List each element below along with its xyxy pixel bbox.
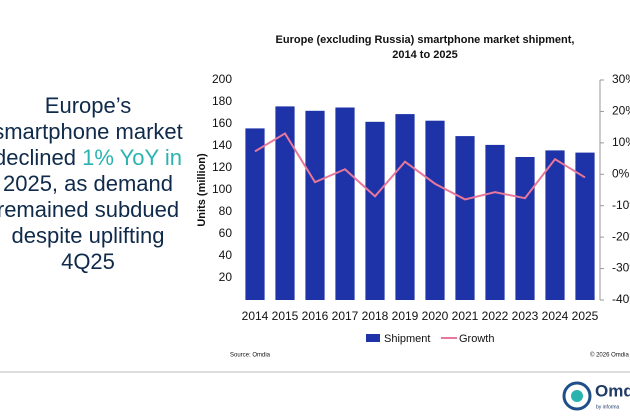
x-tick-label: 2019 — [392, 309, 419, 323]
x-tick-label: 2014 — [242, 309, 269, 323]
legend-label: Growth — [459, 333, 494, 345]
y2-tick-label: -10% — [612, 198, 630, 212]
logo-icon-core — [571, 390, 583, 402]
y2-tick-label: 20% — [612, 104, 630, 118]
y-tick-label: 20 — [219, 270, 233, 284]
x-tick-label: 2022 — [482, 309, 509, 323]
growth-line — [254, 132, 586, 201]
bar — [575, 152, 595, 300]
bar — [365, 121, 385, 300]
bar — [245, 128, 265, 300]
y-tick-label: 80 — [219, 204, 233, 218]
bar — [275, 106, 295, 301]
y2-tick-label: 10% — [612, 135, 630, 149]
x-tick-label: 2024 — [542, 309, 569, 323]
logo-icon — [562, 381, 592, 411]
logo-name: Omdia — [595, 381, 630, 400]
headline-line: 2025, as demand — [2, 171, 174, 196]
x-tick-label: 2015 — [272, 309, 299, 323]
headline-line: declined — [0, 145, 83, 170]
bar — [335, 107, 355, 300]
y2-tick-label: 30% — [612, 72, 630, 86]
bar — [305, 110, 325, 300]
source: Source: Omdia — [230, 353, 271, 359]
x-tick-label: 2016 — [302, 309, 329, 323]
y-tick-label: 120 — [212, 160, 232, 174]
bar — [455, 136, 475, 300]
copyright: © 2026 Omdia — [590, 352, 629, 359]
bar — [485, 144, 505, 300]
y-tick-label: 100 — [212, 182, 232, 196]
headline-line: Europe’s — [44, 93, 132, 118]
chart-subtitle: 2014 to 2025 — [392, 49, 457, 61]
y2-tick-label: -20% — [612, 229, 630, 243]
x-tick-label: 2023 — [512, 309, 539, 323]
headline-line: smartphone market — [0, 119, 183, 144]
y-tick-label: 160 — [212, 116, 232, 130]
headline: Europe’s smartphone market declined 1% Y… — [0, 93, 216, 275]
x-tick-label: 2017 — [332, 309, 359, 323]
bar — [515, 157, 535, 300]
legend-swatch — [366, 334, 380, 342]
x-tick-label: 2021 — [452, 309, 479, 323]
x-tick-label: 2018 — [362, 309, 389, 323]
y-tick-label: 40 — [219, 248, 233, 262]
y2-tick-label: -30% — [612, 261, 630, 275]
x-tick-label: 2020 — [422, 309, 449, 323]
y2-tick-label: 0% — [612, 166, 630, 180]
x-tick-label: 2025 — [572, 309, 599, 323]
y-axis-title: Units (million) — [196, 153, 208, 227]
y-tick-label: 140 — [212, 138, 232, 152]
bar — [425, 120, 445, 300]
y-tick-label: 180 — [212, 94, 232, 108]
bar — [545, 150, 565, 300]
y2-tick-label: -40% — [612, 292, 630, 306]
headline-line: despite uplifting — [11, 223, 165, 248]
bar — [395, 114, 415, 300]
y-tick-label: 200 — [212, 72, 232, 86]
y-tick-label: 60 — [219, 226, 233, 240]
logo-tagline: by informa — [596, 404, 620, 410]
chart-title: Europe (excluding Russia) smartphone mar… — [276, 34, 575, 46]
legend-label: Shipment — [384, 333, 430, 345]
headline-line: remained subdued — [0, 197, 180, 222]
headline-highlight: 1% YoY in — [82, 145, 182, 170]
headline-line: 4Q25 — [61, 249, 115, 274]
